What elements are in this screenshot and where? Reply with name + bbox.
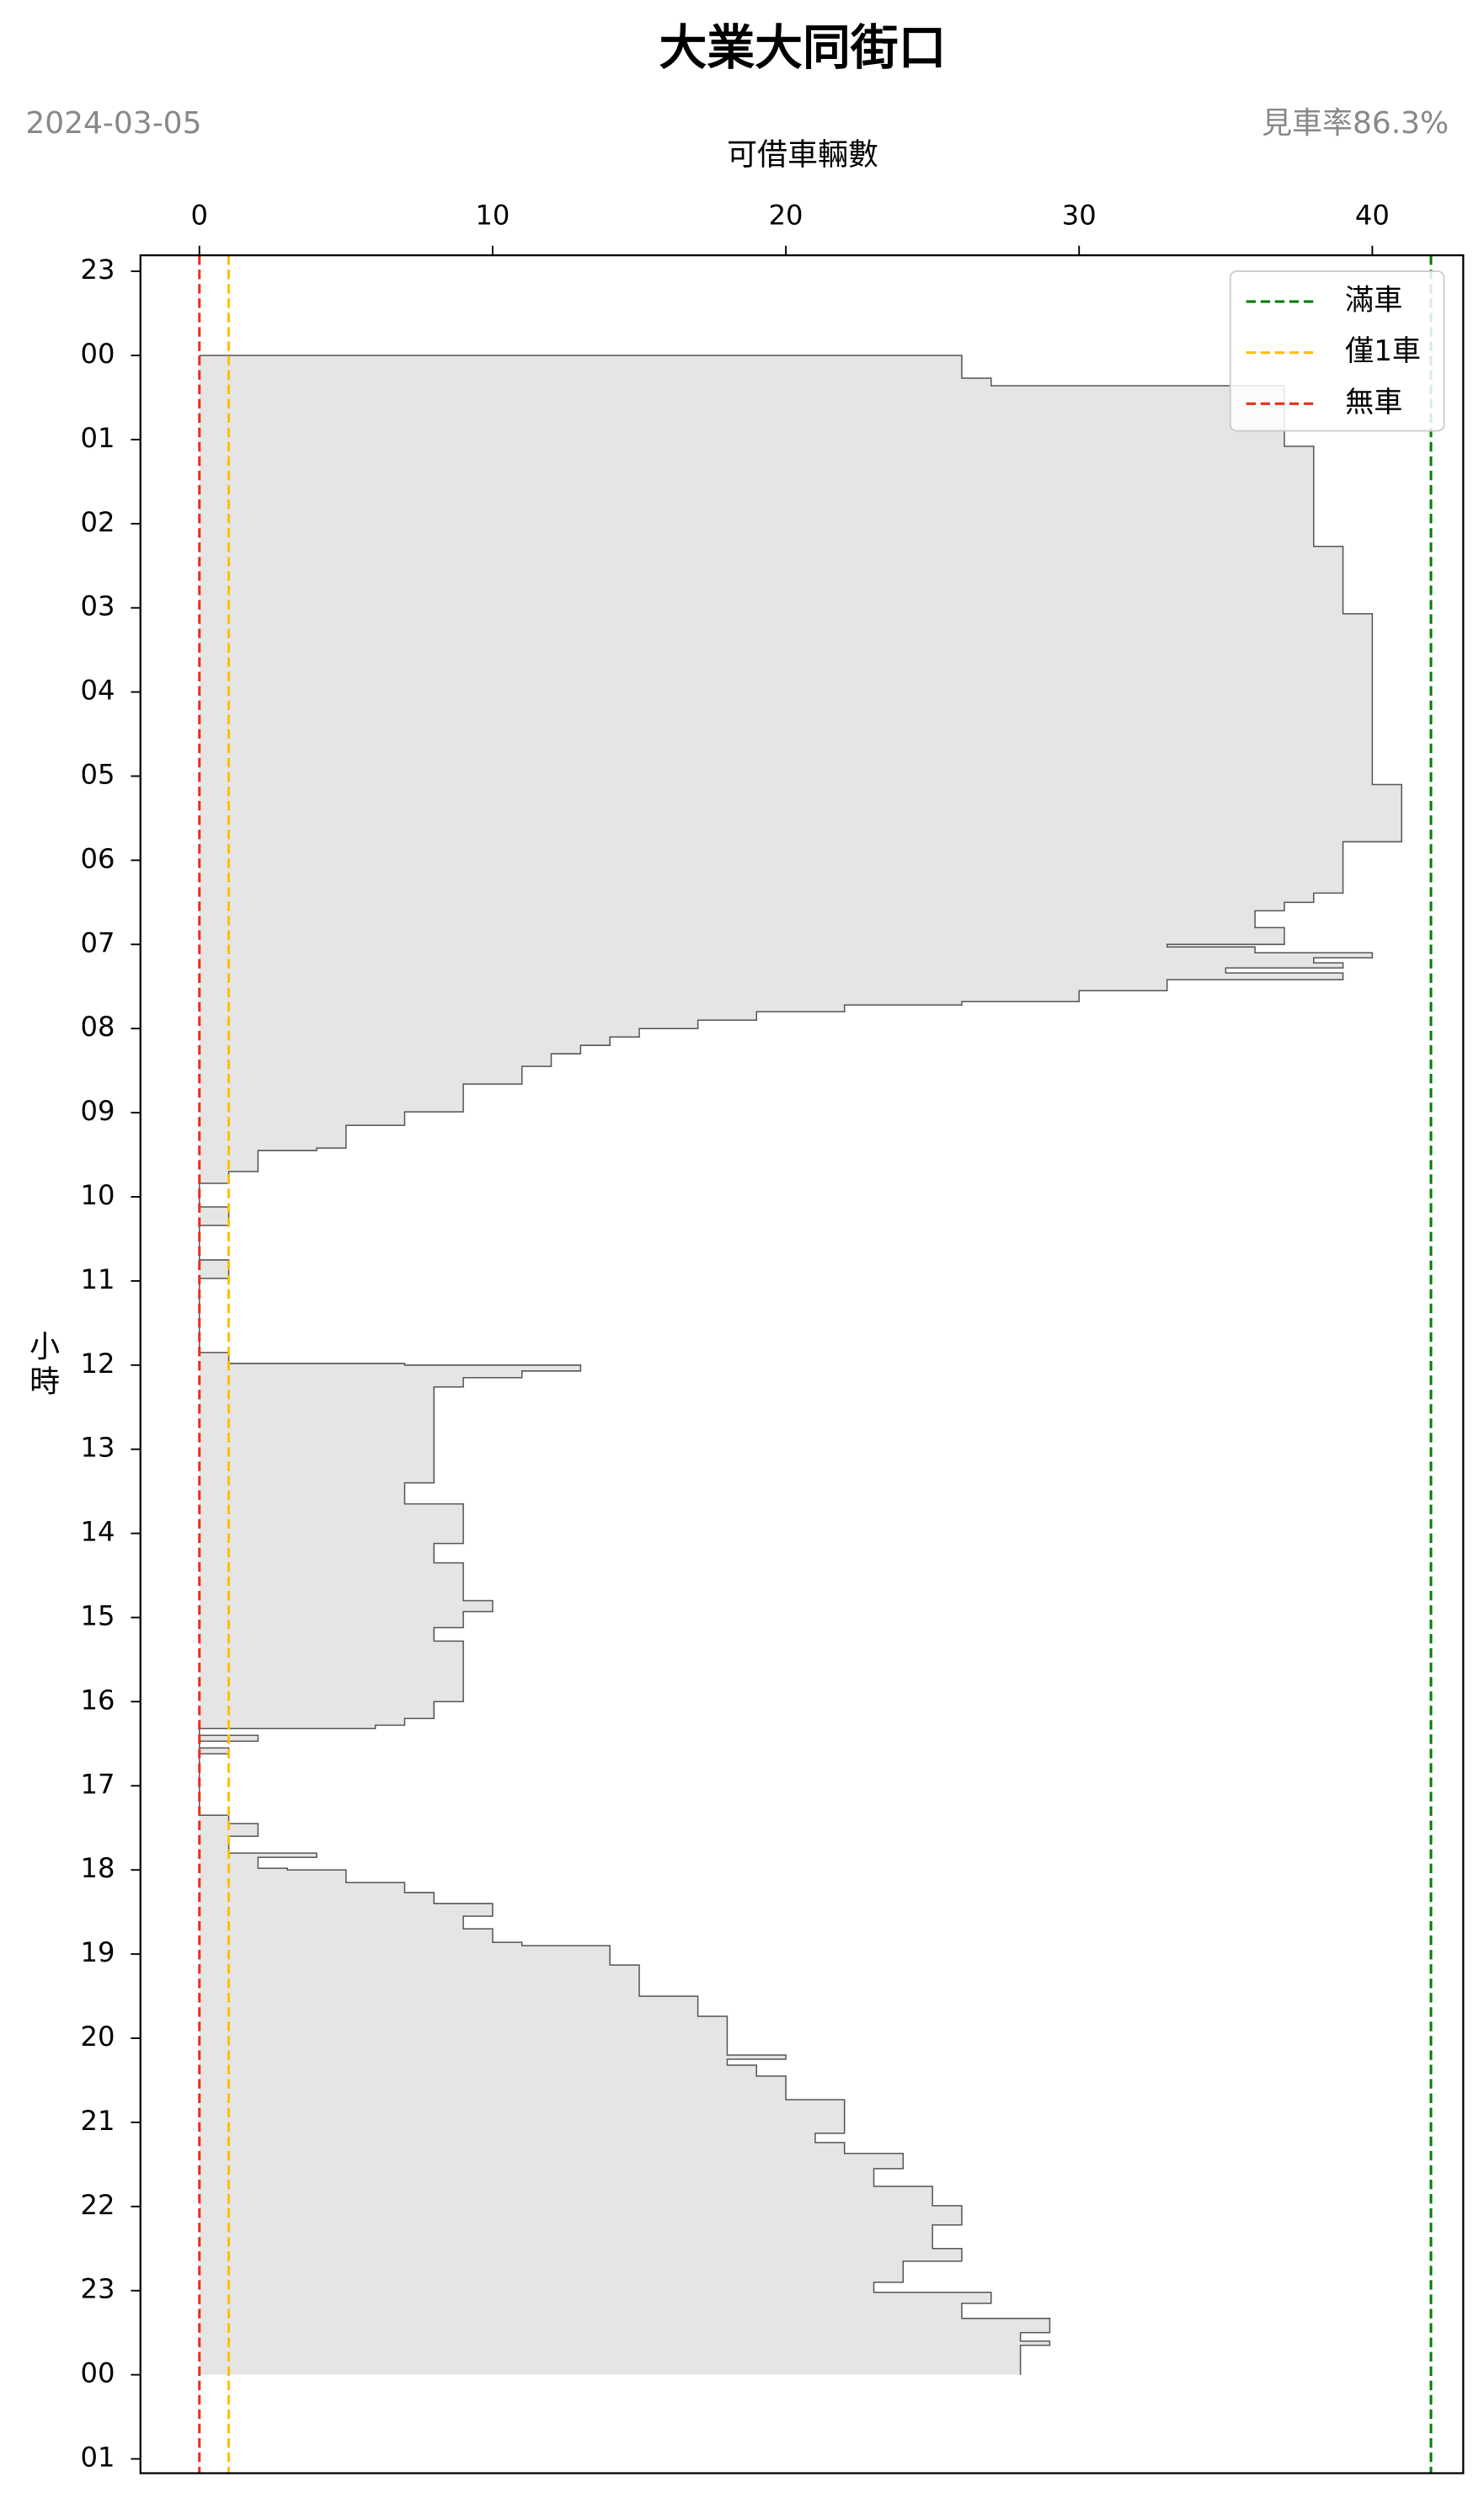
rate-label: 見車率86.3% bbox=[1262, 106, 1449, 141]
area bbox=[199, 355, 1402, 2375]
y-tick-label: 01 bbox=[80, 422, 115, 454]
y-tick-label: 15 bbox=[80, 1600, 115, 1632]
legend-label: 僅1車 bbox=[1345, 334, 1421, 368]
y-tick-label: 08 bbox=[80, 1011, 115, 1043]
x-tick-label: 40 bbox=[1355, 200, 1390, 232]
y-tick-label: 23 bbox=[80, 254, 115, 286]
x-tick-label: 0 bbox=[191, 200, 208, 232]
y-tick-label: 03 bbox=[80, 590, 115, 622]
y-tick-label: 21 bbox=[80, 2105, 115, 2137]
plot-frame bbox=[139, 254, 1465, 2474]
chart-title: 大業大同街口 bbox=[659, 20, 947, 76]
plot: 0 10 20 30 402300010203040506070809101112131… bbox=[29, 200, 1465, 2474]
y-tick-label: 06 bbox=[80, 842, 115, 874]
y-tick-label: 16 bbox=[80, 1684, 115, 1716]
y-tick-label: 02 bbox=[80, 506, 115, 538]
y-tick-label: 18 bbox=[80, 1852, 115, 1884]
y-tick-label: 11 bbox=[80, 1263, 115, 1295]
y-tick-label: 12 bbox=[80, 1348, 115, 1380]
y-tick-label: 01 bbox=[80, 2442, 115, 2474]
y-tick-label: 05 bbox=[80, 759, 115, 791]
y-axis-label: 小時 bbox=[29, 1330, 60, 1400]
y-tick-label: 07 bbox=[80, 926, 115, 958]
x-tick-label: 20 bbox=[769, 200, 803, 232]
x-tick-label: 10 bbox=[475, 200, 510, 232]
y-tick-label: 23 bbox=[80, 2273, 115, 2305]
x-tick-label: 30 bbox=[1062, 200, 1097, 232]
y-tick-label: 19 bbox=[80, 1936, 115, 1968]
y-tick-label: 09 bbox=[80, 1095, 115, 1127]
legend-box bbox=[1229, 270, 1445, 432]
y-tick-label: 14 bbox=[80, 1516, 115, 1548]
y-tick-label: 10 bbox=[80, 1179, 115, 1211]
y-tick-label: 00 bbox=[80, 338, 115, 370]
y-tick-label: 22 bbox=[80, 2189, 115, 2221]
y-tick-label: 20 bbox=[80, 2021, 115, 2053]
y-tick-label: 00 bbox=[80, 2357, 115, 2389]
legend-label: 滿車 bbox=[1345, 284, 1402, 318]
date-label: 2024-03-05 bbox=[25, 106, 201, 141]
legend-label: 無車 bbox=[1345, 386, 1402, 419]
step-line bbox=[198, 355, 1402, 2375]
y-tick-label: 13 bbox=[80, 1432, 115, 1464]
y-tick-label: 17 bbox=[80, 1768, 115, 1800]
y-tick-label: 04 bbox=[80, 675, 115, 707]
x-axis-label: 可借車輛數 bbox=[727, 138, 878, 173]
